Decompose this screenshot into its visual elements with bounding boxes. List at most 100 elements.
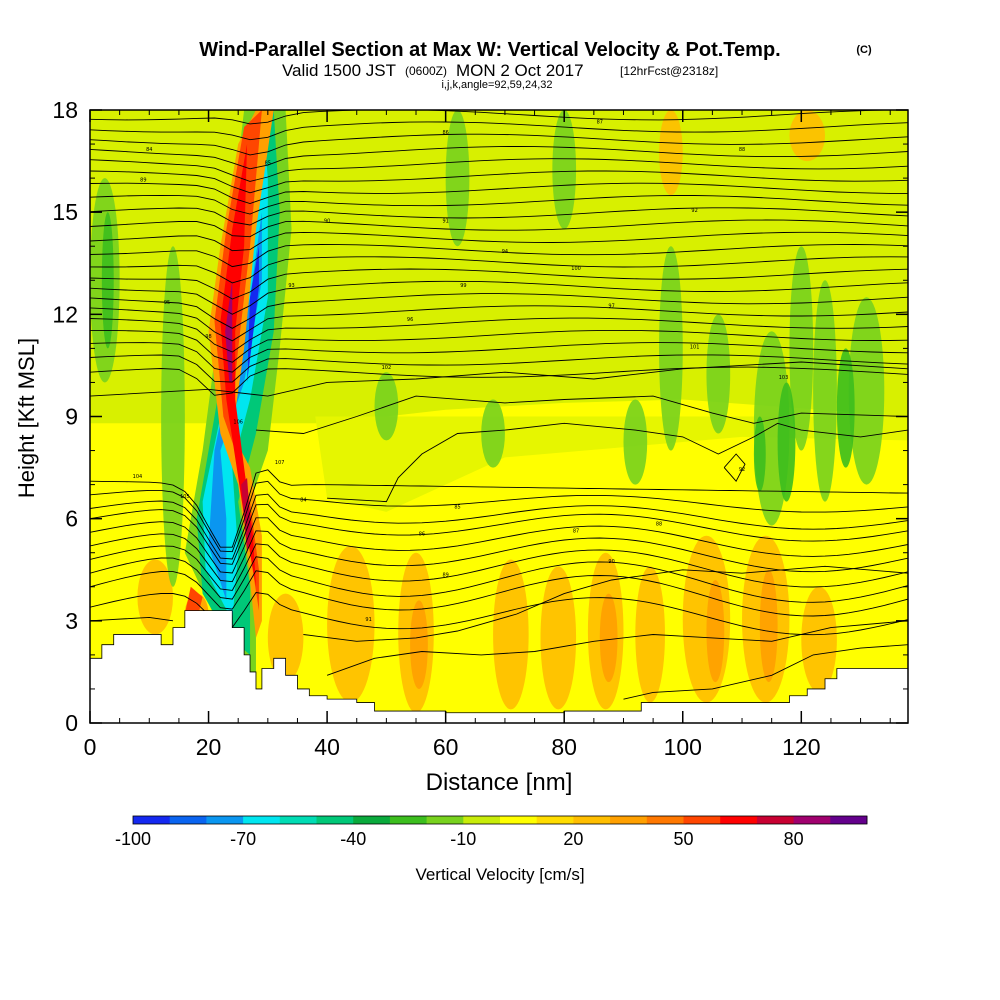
y-tick-label: 9: [65, 404, 78, 430]
colorbar-tick-label: 20: [563, 829, 583, 849]
isentrope-upper-12: [90, 219, 908, 238]
isentrope-low-a: [90, 616, 174, 622]
isentrope-upper-11: [90, 231, 908, 252]
isentrope-lower-1: [90, 480, 908, 553]
colorbar-swatch: [536, 816, 574, 824]
isentrope-mid-b: [255, 395, 908, 434]
y-tick-label: 3: [65, 608, 78, 634]
colorbar-swatch: [133, 816, 171, 824]
upper-updraft-2: [789, 110, 826, 162]
colorbar-swatch: [316, 816, 354, 824]
isentrope-label: 92: [739, 467, 745, 473]
isentrope-upper-0: [90, 366, 908, 396]
isentrope-label: 88: [739, 147, 745, 153]
isentrope-label: 93: [288, 283, 294, 289]
isentrope-upper-18: [90, 145, 908, 170]
isentrope-label: 97: [608, 304, 614, 310]
colorbar-tick-label: 50: [673, 829, 693, 849]
updraft-core-1: [599, 593, 618, 683]
isentrope-label: 90: [324, 218, 330, 224]
velocity-field: 84 85 86 87 88 89 90 91 92 93 94 95 96 97 98 99 100 101 10…: [90, 110, 908, 723]
terrain: [90, 610, 908, 723]
updraft-core-0: [410, 600, 428, 689]
y-axis: 0 3 6 9 12 15 18: [52, 97, 908, 736]
colorbar-swatch: [463, 816, 501, 824]
x-tick-label: 20: [196, 734, 222, 760]
colorbar-swatch: [426, 816, 464, 824]
isentrope-label: 84: [300, 498, 306, 504]
isentrope-label: 95: [164, 300, 170, 306]
valid-time-prefix: Valid 1500 JST: [282, 61, 396, 80]
downdraft-core-2: [836, 348, 855, 468]
isentrope-label: 101: [690, 344, 700, 350]
isentrope-label: 102: [382, 365, 392, 371]
colorbar-swatch: [830, 816, 868, 824]
colorbar-swatch: [279, 816, 317, 824]
isentrope-label: 96: [407, 317, 413, 323]
isentrope-upper-13: [90, 207, 908, 226]
downdraft-2: [445, 110, 470, 247]
colorbar-swatch: [389, 816, 427, 824]
isentrope-label: 107: [275, 460, 285, 466]
isentrope-labels: 84 85 86 87 88 89 90 91 92 93 94 95 96 97 98 99 100 101 10…: [133, 120, 789, 623]
isentrope-label: 99: [460, 283, 466, 289]
colorbar-swatch: [169, 816, 207, 824]
downdraft-9: [848, 297, 885, 485]
colorbar-swatch: [573, 816, 611, 824]
y-tick-label: 6: [65, 506, 78, 532]
colorbar-swatch: [353, 816, 391, 824]
x-tick-label: 40: [314, 734, 340, 760]
downdraft-8: [813, 280, 837, 502]
isentrope-upper-9: [90, 256, 908, 284]
isentrope-label: 86: [442, 130, 448, 136]
isentrope-low-c: [326, 620, 908, 676]
isentrope-upper-14: [90, 195, 908, 215]
isentrope-upper-3: [90, 329, 908, 363]
mid-weak-sink: [315, 416, 908, 512]
downdraft-1: [161, 246, 185, 587]
isentrope-closed: [723, 453, 746, 482]
isentrope-label: 87: [573, 528, 579, 534]
y-axis-title: Height [Kft MSL]: [14, 338, 39, 498]
isentrope-upper-7: [90, 280, 908, 315]
isentrope-lower-4: [90, 517, 908, 574]
isentrope-upper-4: [90, 317, 908, 353]
downdraft-core-3: [753, 416, 766, 492]
updraft-cell-9: [137, 559, 173, 635]
downdraft-core-0: [777, 382, 796, 502]
isentrope-label: 103: [779, 375, 789, 381]
colorbar-swatch: [206, 816, 244, 824]
downdraft-11: [481, 399, 505, 468]
downdraft-4: [659, 246, 683, 451]
isentrope-label: 105: [180, 494, 190, 500]
isentrope-label: 88: [656, 521, 662, 527]
updraft-cell-3: [540, 566, 577, 710]
y-tick-label: 15: [52, 199, 78, 225]
isentrope-mid-c: [327, 422, 908, 503]
isentrope-label: 104: [133, 474, 143, 480]
colorbar-swatch: [500, 816, 538, 824]
y-tick-label: 0: [65, 710, 78, 736]
x-tick-label: 0: [84, 734, 97, 760]
isentrope-lower-8: [90, 570, 908, 617]
isentrope-upper-8: [90, 268, 908, 300]
colorbar-swatch: [793, 816, 831, 824]
isentrope-label: 89: [442, 573, 448, 579]
isentrope-lower-2: [90, 493, 908, 560]
colorbar-title: Vertical Velocity [cm/s]: [415, 865, 584, 884]
colorbar-tick-label: -70: [230, 829, 256, 849]
updraft-cell-8: [801, 586, 837, 693]
upper-weak-sink: [90, 110, 908, 424]
colorbar-swatch: [646, 816, 684, 824]
x-tick-label: 80: [551, 734, 577, 760]
x-axis: 0 20 40 60 80 100 120: [84, 110, 891, 760]
isentrope-low-d: [623, 644, 908, 700]
isentrope-label: 85: [454, 504, 460, 510]
isentrope-label: 94: [502, 249, 508, 255]
upper-updraft-1: [659, 110, 683, 196]
isentrope-upper-17: [90, 158, 908, 182]
isentrope-lower-5: [90, 530, 908, 583]
isentrope-label: 91: [365, 617, 371, 623]
isentrope-lower-3: [90, 503, 908, 565]
x-axis-title: Distance [nm]: [426, 769, 573, 796]
